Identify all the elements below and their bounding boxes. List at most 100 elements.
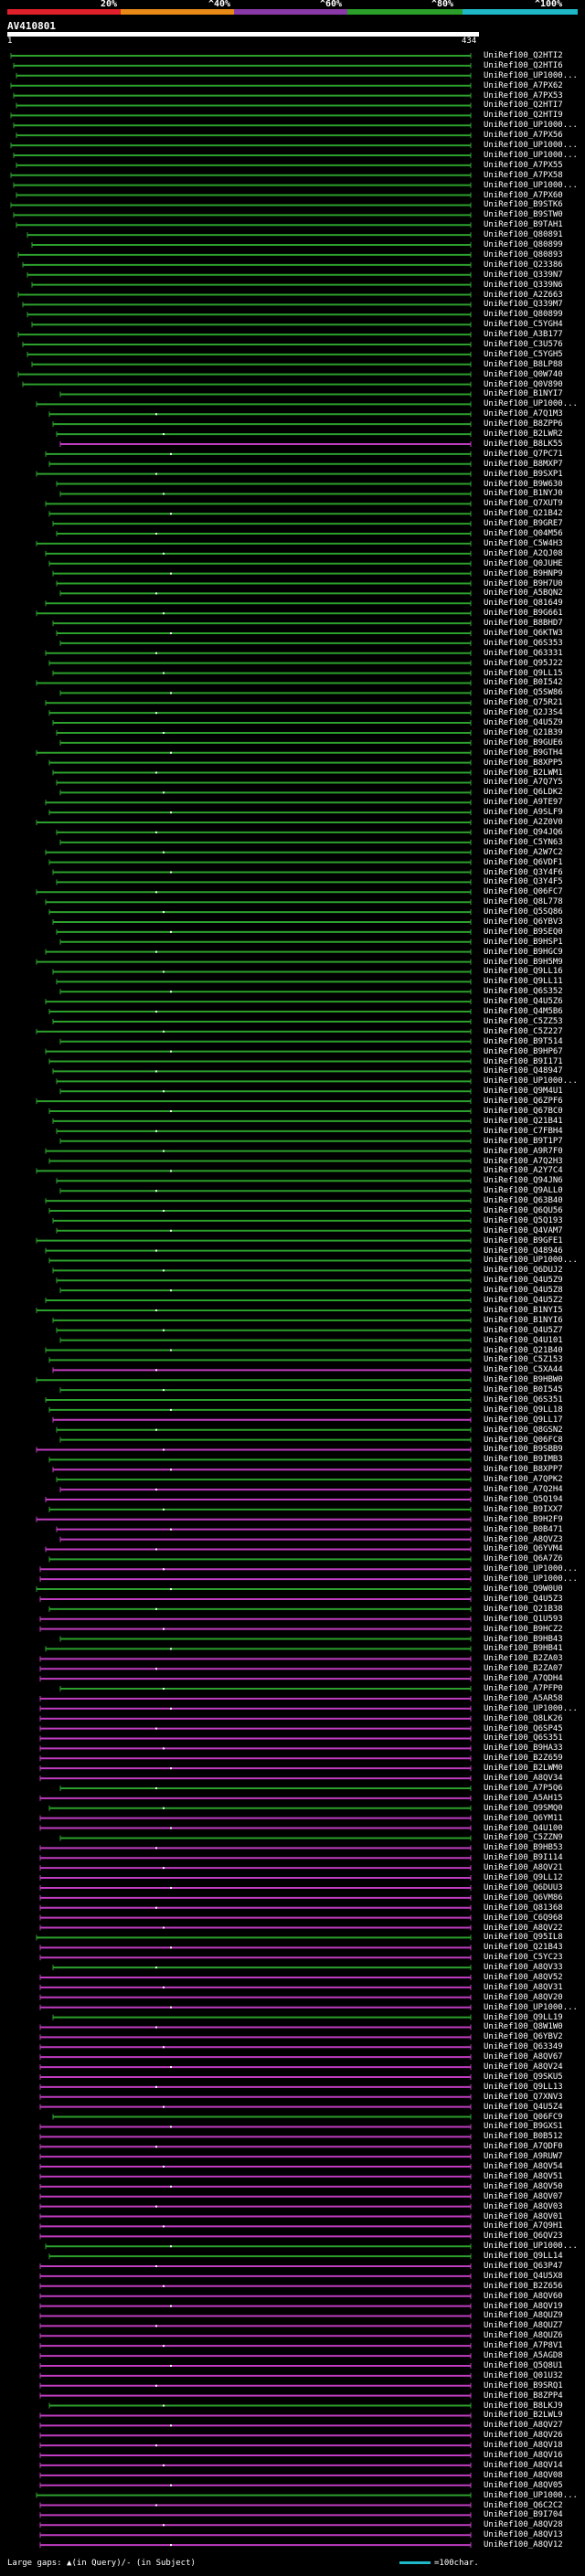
- hit-label[interactable]: UniRef100_Q8GSN2: [484, 1425, 563, 1435]
- hit-label[interactable]: UniRef100_B2LWL9: [484, 2411, 563, 2421]
- hit-label[interactable]: UniRef100_Q4U5Z6: [484, 997, 563, 1007]
- hit-label[interactable]: UniRef100_A8QV13: [484, 2530, 563, 2540]
- hit-label[interactable]: UniRef100_A8QV19: [484, 2301, 563, 2311]
- hit-label[interactable]: UniRef100_Q9LL15: [484, 668, 563, 678]
- hit-label[interactable]: UniRef100_Q5Q193: [484, 1215, 563, 1225]
- hit-label[interactable]: UniRef100_B9SBB9: [484, 1445, 563, 1455]
- hit-label[interactable]: UniRef100_Q6S351: [484, 1733, 563, 1744]
- hit-label[interactable]: UniRef100_B9HSP1: [484, 937, 563, 947]
- hit-label[interactable]: UniRef100_Q80893: [484, 249, 563, 260]
- hit-label[interactable]: UniRef100_B9GXS1: [484, 2122, 563, 2132]
- hit-label[interactable]: UniRef100_Q9M4U1: [484, 1087, 563, 1097]
- hit-label[interactable]: UniRef100_Q80899: [484, 310, 563, 320]
- hit-label[interactable]: UniRef100_B8XPP5: [484, 758, 563, 768]
- hit-label[interactable]: UniRef100_Q9LL13: [484, 2082, 563, 2092]
- hit-label[interactable]: UniRef100_Q6S353: [484, 638, 563, 648]
- hit-label[interactable]: UniRef100_A5AGD8: [484, 2351, 563, 2361]
- hit-label[interactable]: UniRef100_B9T1P7: [484, 1136, 563, 1146]
- hit-label[interactable]: UniRef100_Q6DUJ2: [484, 1266, 563, 1276]
- hit-label[interactable]: UniRef100_B9HB53: [484, 1843, 563, 1853]
- hit-label[interactable]: UniRef100_B0B471: [484, 1524, 563, 1534]
- hit-label[interactable]: UniRef100_C5Z153: [484, 1355, 563, 1365]
- hit-label[interactable]: UniRef100_A8QV51: [484, 2171, 563, 2181]
- hit-label[interactable]: UniRef100_B9HB43: [484, 1634, 563, 1644]
- hit-label[interactable]: UniRef100_A8QV03: [484, 2201, 563, 2211]
- hit-label[interactable]: UniRef100_Q4U100: [484, 1823, 563, 1833]
- hit-label[interactable]: UniRef100_Q94JQ6: [484, 827, 563, 837]
- hit-label[interactable]: UniRef100_A7PFP0: [484, 1684, 563, 1693]
- hit-label[interactable]: UniRef100_B9I114: [484, 1853, 563, 1863]
- hit-label[interactable]: UniRef100_UP1000...: [484, 180, 578, 190]
- hit-label[interactable]: UniRef100_B9H7U0: [484, 578, 563, 588]
- hit-label[interactable]: UniRef100_B8MXP7: [484, 459, 563, 469]
- hit-label[interactable]: UniRef100_UP1000...: [484, 70, 578, 80]
- hit-label[interactable]: UniRef100_A2QJ08: [484, 548, 563, 558]
- hit-label[interactable]: UniRef100_B9T514: [484, 1036, 563, 1046]
- hit-label[interactable]: UniRef100_C5YGH4: [484, 320, 563, 330]
- hit-label[interactable]: UniRef100_Q6YM11: [484, 1813, 563, 1823]
- hit-label[interactable]: UniRef100_A8QV27: [484, 2421, 563, 2431]
- hit-label[interactable]: UniRef100_Q4U5Z3: [484, 1594, 563, 1604]
- hit-label[interactable]: UniRef100_Q9SMQ0: [484, 1803, 563, 1813]
- hit-label[interactable]: UniRef100_Q21B43: [484, 1943, 563, 1953]
- hit-label[interactable]: UniRef100_Q6YBV2: [484, 2032, 563, 2042]
- hit-label[interactable]: UniRef100_C5W4H3: [484, 538, 563, 548]
- hit-label[interactable]: UniRef100_A7QDF0: [484, 2142, 563, 2152]
- hit-label[interactable]: UniRef100_Q6ZPF6: [484, 1097, 563, 1107]
- hit-label[interactable]: UniRef100_B2Z656: [484, 2281, 563, 2291]
- hit-label[interactable]: UniRef100_A8QV54: [484, 2162, 563, 2172]
- hit-label[interactable]: UniRef100_A3B177: [484, 330, 563, 340]
- hit-label[interactable]: UniRef100_C7FBH4: [484, 1126, 563, 1136]
- hit-label[interactable]: UniRef100_Q0V890: [484, 379, 563, 389]
- hit-label[interactable]: UniRef100_UP1000...: [484, 1256, 578, 1266]
- hit-label[interactable]: UniRef100_A9RUW7: [484, 2152, 563, 2162]
- hit-label[interactable]: UniRef100_Q95IL8: [484, 1933, 563, 1943]
- hit-label[interactable]: UniRef100_A8QV52: [484, 1973, 563, 1982]
- hit-label[interactable]: UniRef100_B9GUE6: [484, 737, 563, 747]
- hit-label[interactable]: UniRef100_B9HB41: [484, 1644, 563, 1654]
- hit-label[interactable]: UniRef100_Q4U5Z8: [484, 1286, 563, 1296]
- hit-label[interactable]: UniRef100_C5Z227: [484, 1026, 563, 1036]
- hit-label[interactable]: UniRef100_A5AR58: [484, 1693, 563, 1703]
- hit-label[interactable]: UniRef100_A8QV12: [484, 2540, 563, 2550]
- hit-label[interactable]: UniRef100_A8QV07: [484, 2191, 563, 2201]
- hit-label[interactable]: UniRef100_B9W630: [484, 479, 563, 489]
- hit-label[interactable]: UniRef100_Q6LDK2: [484, 788, 563, 798]
- hit-label[interactable]: UniRef100_Q5SQ86: [484, 907, 563, 917]
- hit-label[interactable]: UniRef100_B9GFE1: [484, 1235, 563, 1246]
- hit-label[interactable]: UniRef100_Q6SP45: [484, 1723, 563, 1733]
- hit-label[interactable]: UniRef100_Q2J3S4: [484, 708, 563, 718]
- hit-label[interactable]: UniRef100_B9HGC9: [484, 947, 563, 957]
- hit-label[interactable]: UniRef100_B9I704: [484, 2510, 563, 2520]
- hit-label[interactable]: UniRef100_B2LWM0: [484, 1764, 563, 1774]
- hit-label[interactable]: UniRef100_Q4U5X8: [484, 2271, 563, 2281]
- hit-label[interactable]: UniRef100_Q2HTI6: [484, 60, 563, 70]
- hit-label[interactable]: UniRef100_B8BHD7: [484, 619, 563, 629]
- hit-label[interactable]: UniRef100_Q23386: [484, 260, 563, 270]
- hit-label[interactable]: UniRef100_A8QV21: [484, 1863, 563, 1873]
- hit-label[interactable]: UniRef100_UP1000...: [484, 1574, 578, 1585]
- hit-label[interactable]: UniRef100_A5BQN2: [484, 588, 563, 599]
- hit-label[interactable]: UniRef100_Q4U5Z4: [484, 2102, 563, 2112]
- hit-label[interactable]: UniRef100_A7P5Q6: [484, 1783, 563, 1793]
- hit-label[interactable]: UniRef100_B9HNP9: [484, 568, 563, 578]
- hit-label[interactable]: UniRef100_C6Q968: [484, 1913, 563, 1923]
- hit-label[interactable]: UniRef100_Q21B41: [484, 1116, 563, 1126]
- hit-label[interactable]: UniRef100_B2Z659: [484, 1754, 563, 1764]
- hit-label[interactable]: UniRef100_Q21B40: [484, 1345, 563, 1355]
- hit-label[interactable]: UniRef100_A2Y7C4: [484, 1166, 563, 1176]
- hit-label[interactable]: UniRef100_Q6YVM4: [484, 1544, 563, 1554]
- hit-label[interactable]: UniRef100_Q6KTW3: [484, 628, 563, 638]
- hit-label[interactable]: UniRef100_Q6VDF1: [484, 857, 563, 867]
- hit-label[interactable]: UniRef100_B9SRQ1: [484, 2380, 563, 2390]
- hit-label[interactable]: UniRef100_Q9ALL0: [484, 1186, 563, 1196]
- hit-label[interactable]: UniRef100_Q9LL12: [484, 1873, 563, 1883]
- hit-label[interactable]: UniRef100_B9I171: [484, 1056, 563, 1066]
- hit-label[interactable]: UniRef100_A8QV67: [484, 2052, 563, 2062]
- hit-label[interactable]: UniRef100_A2W7C2: [484, 847, 563, 857]
- hit-label[interactable]: UniRef100_Q7XUT9: [484, 499, 563, 509]
- hit-label[interactable]: UniRef100_Q81649: [484, 599, 563, 609]
- hit-label[interactable]: UniRef100_A7Q9H1: [484, 2221, 563, 2231]
- hit-label[interactable]: UniRef100_C5YGH5: [484, 349, 563, 359]
- hit-label[interactable]: UniRef100_A7Q7Y5: [484, 778, 563, 788]
